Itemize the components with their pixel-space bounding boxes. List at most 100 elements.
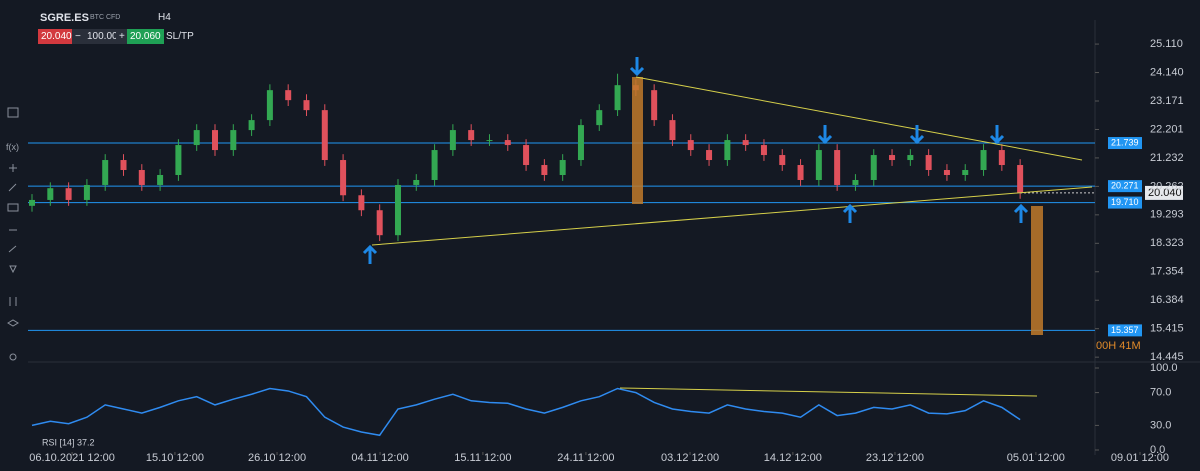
rsi-line <box>31 387 1021 437</box>
candle-body <box>376 210 383 236</box>
candle-body <box>724 140 731 161</box>
candle-body <box>889 155 896 161</box>
sltp-button[interactable]: SL/TP <box>166 31 194 42</box>
level-label-box <box>1108 180 1142 193</box>
candle-body <box>175 145 182 176</box>
level-label-box <box>1108 137 1142 150</box>
x-tick-label: 06.10.2021 12:00 <box>29 452 115 464</box>
candle-body <box>596 110 603 126</box>
sell-button[interactable]: 20.040 <box>38 29 75 44</box>
level-label-box <box>1108 324 1142 337</box>
candle-body <box>797 165 804 180</box>
candle-body <box>358 195 365 211</box>
icon[interactable] <box>9 353 17 361</box>
trendline <box>635 76 1083 161</box>
trendline <box>619 387 1038 397</box>
signal-arrow <box>989 125 1005 145</box>
candle-body <box>577 125 584 161</box>
candle-body <box>870 155 877 180</box>
x-tick-label: 04.11 12:00 <box>351 452 408 464</box>
candle-body <box>541 165 548 176</box>
buy-button[interactable]: 20.060 <box>127 29 164 44</box>
candle-body <box>321 110 328 161</box>
candle-body <box>651 90 658 121</box>
candle-body <box>211 130 218 151</box>
candle-body <box>1017 165 1024 193</box>
indicators-button[interactable]: f(x) <box>6 142 19 152</box>
candle-body <box>449 130 456 151</box>
icon[interactable] <box>7 107 19 118</box>
candle-body <box>120 160 127 171</box>
candle-body <box>614 85 621 111</box>
countdown: 00H 41M <box>1096 340 1141 352</box>
range-bar <box>632 77 643 204</box>
level-label: 21.739 <box>1111 137 1139 147</box>
candle-body <box>394 184 401 236</box>
annotations <box>371 76 1093 397</box>
candle-body <box>138 170 145 185</box>
x-tick-label: 05.01 12:00 <box>1007 452 1065 464</box>
level-label-box <box>1108 196 1142 209</box>
x-tick-label: 15.10 12:00 <box>146 452 204 464</box>
candle-body <box>504 140 511 146</box>
candle-body <box>47 188 54 200</box>
x-tick-label: 24.11 12:00 <box>557 452 614 464</box>
quantity-minus[interactable]: − <box>72 29 84 44</box>
candle-body <box>413 179 420 185</box>
candle-body <box>706 150 713 161</box>
candle-body <box>193 130 200 146</box>
candle-body <box>83 184 90 200</box>
y-tick-label: 22.201 <box>1150 123 1184 135</box>
signal-arrow <box>362 244 378 264</box>
y-tick-label: 17.354 <box>1150 266 1184 278</box>
candle-body <box>431 150 438 180</box>
icon[interactable] <box>8 183 17 192</box>
candle-body <box>943 170 950 176</box>
candle-body <box>742 140 749 146</box>
trendline <box>371 186 1093 246</box>
candle-body <box>102 160 109 185</box>
y-tick-label: 16.384 <box>1150 294 1184 306</box>
candle-body <box>248 120 255 131</box>
icon[interactable] <box>8 245 17 253</box>
candle-body <box>303 100 310 111</box>
x-tick-label: 26.10 12:00 <box>248 452 306 464</box>
y-tick-label: 24.140 <box>1150 66 1184 78</box>
icon[interactable] <box>7 319 19 327</box>
candle-body <box>266 90 273 121</box>
quantity-plus[interactable]: + <box>116 29 128 44</box>
candle-body <box>687 140 694 151</box>
y-tick-label: 15.415 <box>1150 323 1184 335</box>
symbol-type: BTC CFD <box>90 14 121 21</box>
candle-body <box>230 130 237 151</box>
quantity[interactable]: 100.00 <box>84 29 121 44</box>
y-tick-label: 23.171 <box>1150 95 1184 107</box>
y-tick-label: 21.232 <box>1150 152 1184 164</box>
rsi-tick-label: 0.0 <box>1150 444 1165 456</box>
candle-body <box>852 179 859 185</box>
y-tick-label: 18.323 <box>1150 237 1184 249</box>
candle-body <box>779 155 786 166</box>
timeframe[interactable]: H4 <box>158 12 171 23</box>
candle-body <box>65 188 72 200</box>
symbol[interactable]: SGRE.ES <box>40 12 89 24</box>
signal-arrow <box>629 57 645 77</box>
icon[interactable] <box>9 265 17 274</box>
y-tick-label: 25.110 <box>1150 38 1183 50</box>
rsi-tick-label: 100.0 <box>1150 362 1178 374</box>
x-tick-label: 15.11 12:00 <box>454 452 511 464</box>
x-tick-label: 23.12 12:00 <box>866 452 924 464</box>
x-tick-label: 09.01 12:00 <box>1111 452 1169 464</box>
x-tick-label: 14.12 12:00 <box>764 452 822 464</box>
candle-body <box>29 199 36 206</box>
last-price-box <box>1145 185 1183 200</box>
signal-arrow <box>842 203 858 223</box>
signal-arrow <box>817 125 833 145</box>
icon[interactable] <box>7 203 19 212</box>
candle-body <box>523 145 530 166</box>
candle-body <box>962 170 969 176</box>
y-tick-label: 14.445 <box>1150 351 1184 363</box>
candle-body <box>760 145 767 156</box>
